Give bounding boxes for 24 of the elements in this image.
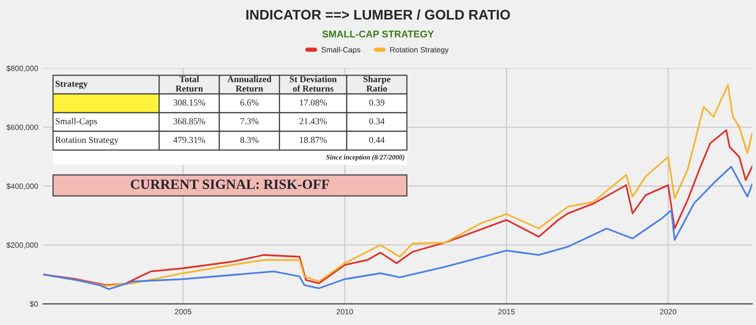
annotation: 0.44	[369, 136, 385, 143]
chart-subtitle: SMALL-CAP STRATEGY	[322, 30, 434, 38]
annotation: 479.31%	[173, 136, 206, 143]
annotation: Small-Caps	[56, 118, 97, 126]
annotation: 0.34	[369, 118, 385, 124]
annotation: 17.08%	[300, 99, 327, 106]
annotation: 8.3%	[240, 136, 259, 143]
annotation: 18.87%	[300, 136, 327, 143]
annotation: St Deviation of Returns	[290, 76, 337, 92]
annotation: 368.85%	[174, 118, 206, 124]
annotation: Strategy	[56, 80, 88, 89]
annotation: Rotation Strategy	[55, 136, 119, 145]
annotation: CURRENT SIGNAL: RISK-OFF	[130, 180, 330, 190]
annotation: 0.39	[369, 99, 384, 106]
annotation: 308.15%	[174, 99, 206, 106]
line-series	[43, 166, 752, 290]
annotation: Total Return	[176, 76, 203, 92]
line-series	[43, 129, 752, 286]
annotation: 7.3%	[240, 118, 259, 124]
annotation: 21.43%	[300, 118, 327, 124]
annotation: 6.6%	[240, 99, 259, 106]
annotation: Sharpe Ratio	[363, 76, 390, 92]
annotation: Annualized Return	[227, 76, 272, 92]
chart-title: INDICATOR ==> LUMBER / GOLD RATIO	[246, 9, 510, 20]
